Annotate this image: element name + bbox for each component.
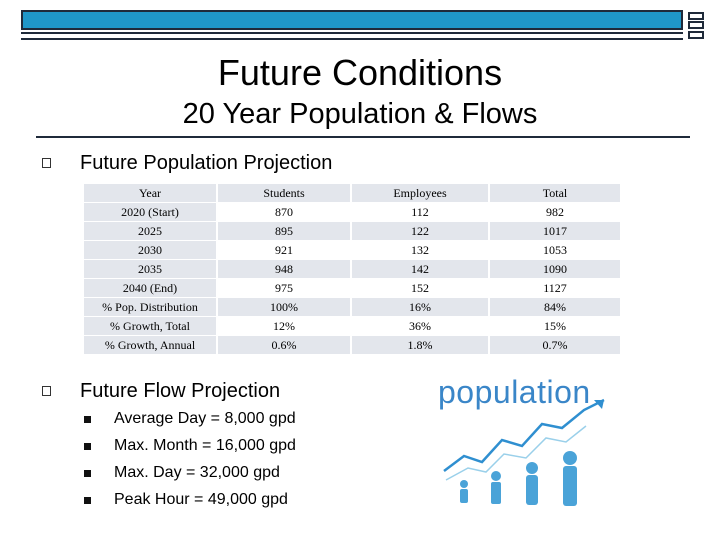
table-cell: 2025 — [84, 221, 217, 241]
table-row: % Pop. Distribution 100% 16% 84% — [84, 297, 620, 317]
table-cell: Employees — [350, 184, 489, 203]
table-cell: % Pop. Distribution — [84, 297, 217, 317]
top-banner-bar — [21, 10, 683, 30]
table-cell: 84% — [488, 297, 620, 317]
table-row: % Growth, Total 12% 36% 15% — [84, 316, 620, 336]
table-cell: 1017 — [488, 221, 620, 241]
table-row: 2040 (End) 975 152 1127 — [84, 278, 620, 298]
table-row: % Growth, Annual 0.6% 1.8% 0.7% — [84, 335, 620, 355]
corner-decoration-box — [688, 21, 704, 29]
table-cell: 948 — [216, 259, 351, 279]
table-cell: 2040 (End) — [84, 278, 217, 298]
table-cell: 1090 — [488, 259, 620, 279]
table-cell: 870 — [216, 202, 351, 222]
square-bullet-icon — [84, 416, 91, 423]
table-cell: 112 — [350, 202, 489, 222]
hollow-square-bullet-icon — [42, 386, 51, 396]
corner-decoration-box — [688, 12, 704, 20]
table-cell: 36% — [350, 316, 489, 336]
table-row: 2030 921 132 1053 — [84, 240, 620, 260]
table-cell: % Growth, Total — [84, 316, 217, 336]
table-cell: 2020 (Start) — [84, 202, 217, 222]
page-subtitle: 20 Year Population & Flows — [182, 98, 538, 130]
table-cell: Total — [488, 184, 620, 203]
table-cell: 1053 — [488, 240, 620, 260]
table-row: 2025 895 122 1017 — [84, 221, 620, 241]
page-title: Future Conditions — [217, 52, 503, 93]
population-growth-graphic — [443, 398, 605, 506]
table-cell: Students — [216, 184, 351, 203]
table-cell: 1.8% — [350, 335, 489, 355]
population-graphic-word: population — [438, 374, 591, 410]
table-cell: 152 — [350, 278, 489, 298]
table-cell: 122 — [350, 221, 489, 241]
table-cell: 921 — [216, 240, 351, 260]
square-bullet-icon — [84, 470, 91, 477]
population-table: Year Students Employees Total 2020 (Start) 87… — [84, 184, 620, 355]
table-cell: 0.7% — [488, 335, 620, 355]
table-row: 2035 948 142 1090 — [84, 259, 620, 279]
section-heading-population: Future Population Projection — [80, 152, 333, 174]
table-cell: 15% — [488, 316, 620, 336]
hollow-square-bullet-icon — [42, 158, 51, 168]
table-cell: 2030 — [84, 240, 217, 260]
table-row: 2020 (Start) 870 112 982 — [84, 202, 620, 222]
square-bullet-icon — [84, 443, 91, 450]
growth-arrow-icon — [443, 398, 605, 481]
table-cell: 895 — [216, 221, 351, 241]
table-cell: 0.6% — [216, 335, 351, 355]
table-cell: % Growth, Annual — [84, 335, 217, 355]
table-cell: Year — [84, 184, 217, 203]
flow-item: Peak Hour = 49,000 gpd — [114, 491, 288, 508]
section-heading-flow: Future Flow Projection — [80, 380, 281, 402]
table-cell: 16% — [350, 297, 489, 317]
table-cell: 2035 — [84, 259, 217, 279]
person-figure-icon — [460, 451, 577, 506]
square-bullet-icon — [84, 497, 91, 504]
table-cell: 1127 — [488, 278, 620, 298]
title-divider — [36, 136, 690, 138]
flow-item: Average Day = 8,000 gpd — [114, 410, 296, 427]
flow-item: Max. Day = 32,000 gpd — [114, 464, 280, 481]
table-cell: 12% — [216, 316, 351, 336]
table-cell: 132 — [350, 240, 489, 260]
table-cell: 982 — [488, 202, 620, 222]
table-cell: 975 — [216, 278, 351, 298]
table-cell: 100% — [216, 297, 351, 317]
table-cell: 142 — [350, 259, 489, 279]
table-row: Year Students Employees Total — [84, 184, 620, 203]
corner-decoration-box — [688, 31, 704, 39]
flow-item: Max. Month = 16,000 gpd — [114, 437, 296, 454]
top-banner-line — [21, 32, 683, 40]
